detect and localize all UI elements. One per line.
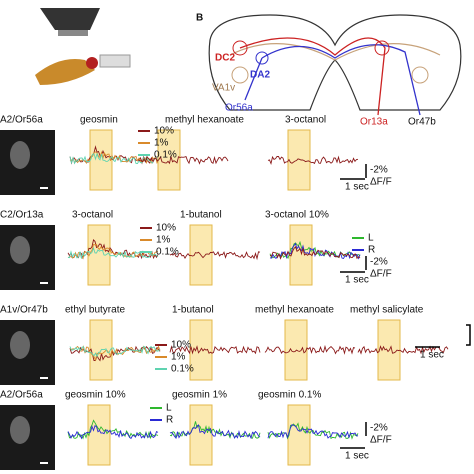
stimulus-label: methyl hexanoate [255,305,334,316]
fly-eye [86,57,98,69]
glomerulus [374,40,390,56]
stimulus-label: 1-butanol [180,210,222,221]
scale-label: -2% [370,257,388,268]
row-label: A1v/Or47b [0,305,48,316]
trace [137,154,229,165]
legend-label: 1% [156,235,171,246]
legend-label: L [368,233,374,244]
glomerulus [255,51,269,65]
stimulus-window [189,404,213,466]
row-label: C2/Or13a [0,210,44,221]
stimulus-label: ethyl butyrate [65,305,125,316]
legend-label: 1% [171,352,186,363]
stimulus-window [289,224,313,286]
trace [67,419,159,440]
legend-label: 10% [156,223,176,234]
legend-label: 0.1% [156,247,179,258]
objective [40,8,100,30]
lens [58,30,88,36]
brain-outline [208,14,462,111]
trace [264,344,356,355]
scale-label: ΔF/F [370,435,392,446]
time-label: 1 sec [345,451,369,462]
stimulus-window [287,129,311,191]
time-label: 1 sec [420,350,444,361]
legend-label: R [166,415,173,426]
cell [10,236,30,264]
stimulus-label: methyl salicylate [350,305,424,316]
brain-label: Or56a [225,103,253,114]
time-label: 1 sec [345,182,369,193]
stimulus-window [87,224,111,286]
legend-label: 1% [154,138,169,149]
tract [239,37,386,116]
stimulus-label: 1-butanol [172,305,214,316]
brain-label: DC2 [215,53,235,64]
brain-label: VA1v [212,83,235,94]
legend-label: 10% [171,340,191,351]
legend-label: 0.1% [171,364,194,375]
stimulus-label: 3-octanol [72,210,113,221]
legend-label: R [368,245,375,256]
trace [69,345,161,362]
holder [99,54,131,68]
trace [267,155,359,165]
row-label: A2/Or56a [0,115,43,126]
stimulus-label: geosmin [80,115,118,126]
tract [244,57,263,101]
stimulus-window [287,404,311,466]
tract [261,44,421,116]
time-label: 1 sec [345,275,369,286]
trace [169,421,261,439]
brain-label: Or13a [360,117,388,128]
stimulus-label: 3-octanol [285,115,326,126]
stimulus-label: 3-octanol 10% [265,210,329,221]
trace [267,424,359,439]
trace [67,246,159,259]
cell [10,141,30,169]
scale-label: ΔF/F [370,269,392,280]
glomerulus [411,66,429,84]
cell [10,416,30,444]
row-label: A2/Or56a [0,390,43,401]
scale-bar [466,324,471,346]
stimulus-window [87,404,111,466]
brain-label: DA2 [250,70,270,81]
glomerulus [231,66,249,84]
trace [67,243,159,259]
scale-label: -2% [370,165,388,176]
stimulus-label: geosmin 10% [65,390,126,401]
fly [35,59,95,85]
brain-label: Or47b [408,117,436,128]
stimulus-label: geosmin 1% [172,390,227,401]
tract [229,43,441,61]
trace [267,422,359,440]
glomerulus [232,40,248,56]
cell [10,331,30,359]
legend-label: 10% [154,126,174,137]
trace [269,246,361,260]
trace [169,251,261,261]
legend-label: L [166,403,172,414]
trace [69,150,161,165]
trace [169,424,261,440]
panel-letter: B [196,13,203,24]
trace [269,242,361,260]
trace [69,345,161,358]
stimulus-label: methyl hexanoate [165,115,244,126]
stimulus-label: geosmin 0.1% [258,390,321,401]
legend-label: 0.1% [154,150,177,161]
trace [169,345,261,355]
trace [67,239,159,260]
scale-label: ΔF/F [370,177,392,188]
scale-label: -2% [370,423,388,434]
trace [67,424,159,440]
